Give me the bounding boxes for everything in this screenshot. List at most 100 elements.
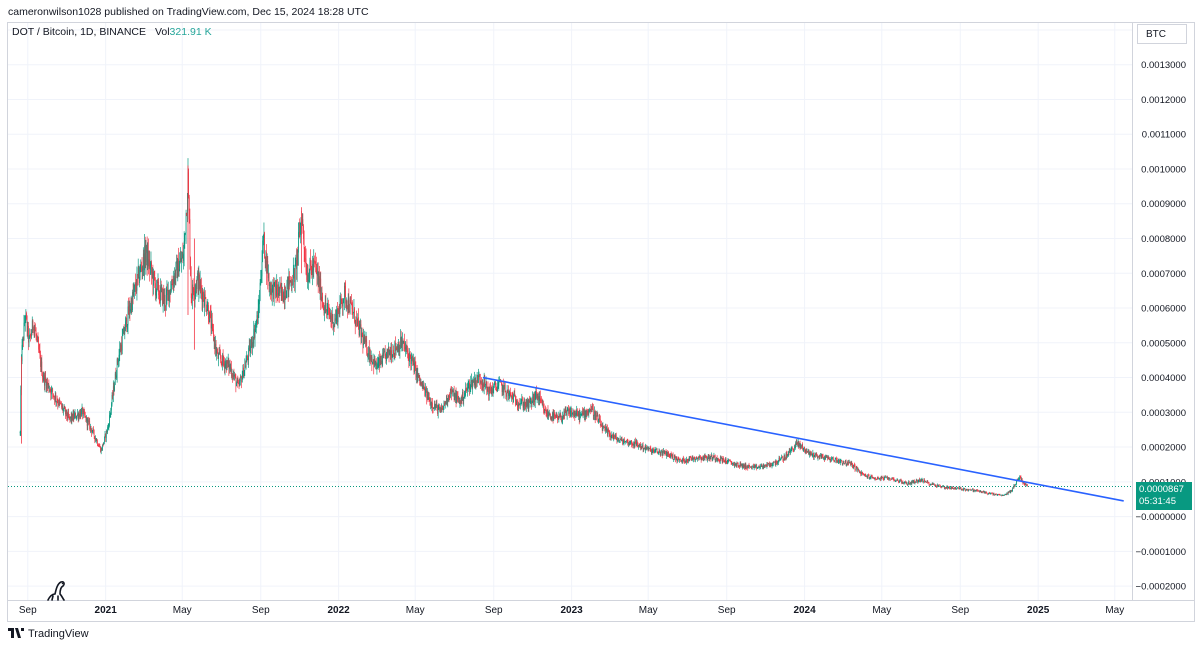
candle-body bbox=[1026, 484, 1028, 486]
candle-body bbox=[350, 299, 352, 304]
candle-body bbox=[216, 351, 218, 353]
candle-body bbox=[127, 325, 128, 329]
candle-body bbox=[695, 457, 697, 460]
candle-body bbox=[942, 486, 944, 487]
candle-body bbox=[420, 382, 422, 385]
candle-body bbox=[241, 377, 242, 383]
candle-body bbox=[146, 244, 147, 253]
candle-body bbox=[807, 451, 809, 453]
candle-body bbox=[541, 400, 542, 402]
candle-body bbox=[772, 461, 774, 465]
candle-body bbox=[924, 481, 926, 483]
candle-body bbox=[116, 359, 118, 376]
candle-body bbox=[169, 290, 171, 294]
candle-body bbox=[166, 289, 168, 296]
candle-body bbox=[67, 416, 68, 419]
candle-body bbox=[946, 486, 948, 489]
candle-body bbox=[959, 487, 961, 489]
candle-body bbox=[471, 380, 473, 388]
candle-body bbox=[307, 274, 309, 282]
candle-body bbox=[785, 458, 786, 460]
candle-body bbox=[647, 447, 648, 448]
candle-body bbox=[891, 479, 892, 480]
candle-body bbox=[464, 393, 466, 395]
currency-button[interactable]: BTC bbox=[1137, 24, 1187, 44]
candle-body bbox=[37, 337, 38, 338]
candle-body bbox=[220, 358, 222, 362]
candle-body bbox=[170, 290, 172, 294]
candle-body bbox=[324, 303, 326, 313]
candle-body bbox=[994, 494, 996, 496]
candle-body bbox=[263, 232, 265, 238]
candle-body bbox=[747, 466, 749, 469]
candle-body bbox=[439, 409, 441, 410]
candle-body bbox=[720, 456, 722, 459]
candle-body bbox=[310, 265, 312, 270]
candle-body bbox=[708, 455, 710, 460]
candle-body bbox=[812, 452, 814, 455]
candle-body bbox=[714, 456, 716, 460]
candle-body bbox=[770, 463, 772, 466]
candle-body bbox=[47, 382, 48, 385]
candle-body bbox=[147, 250, 149, 266]
candle-body bbox=[741, 463, 743, 468]
candle-body bbox=[536, 391, 537, 398]
candle-body bbox=[804, 447, 805, 450]
candle-body bbox=[949, 486, 950, 489]
candle-body bbox=[926, 482, 927, 484]
candle-body bbox=[754, 465, 756, 467]
price-tick-label: 0.0010000 bbox=[1141, 164, 1186, 175]
symbol-legend[interactable]: DOT / Bitcoin, 1D, BINANCE Vol321.91 K bbox=[12, 26, 212, 38]
candle-body bbox=[786, 453, 788, 457]
candle-body bbox=[249, 345, 251, 353]
candle-body bbox=[221, 361, 223, 366]
candle-body bbox=[977, 489, 978, 491]
candle-body bbox=[927, 481, 929, 483]
candle-body bbox=[26, 318, 28, 332]
candle-body bbox=[164, 294, 165, 302]
candle-body bbox=[491, 388, 493, 394]
candle-body bbox=[116, 375, 117, 378]
candle-body bbox=[401, 344, 403, 347]
candle-body bbox=[151, 272, 153, 274]
candle-body bbox=[697, 456, 699, 459]
candle-body bbox=[515, 401, 517, 405]
candle-body bbox=[181, 257, 182, 262]
candle-body bbox=[570, 410, 572, 412]
candle-body bbox=[402, 340, 403, 345]
candle-body bbox=[757, 467, 759, 468]
candle-body bbox=[622, 441, 624, 445]
candle-body bbox=[384, 351, 385, 353]
candle-body bbox=[772, 464, 774, 466]
candle-body bbox=[690, 457, 692, 459]
candle-body bbox=[639, 444, 641, 446]
candle-body bbox=[160, 286, 161, 301]
candle-body bbox=[809, 451, 811, 455]
candle-body bbox=[771, 465, 772, 466]
candle-body bbox=[663, 450, 665, 454]
candle-body bbox=[22, 338, 24, 345]
candle-body bbox=[691, 457, 693, 461]
candle-body bbox=[1026, 484, 1028, 487]
candle-body bbox=[813, 456, 815, 458]
candle-body bbox=[171, 283, 173, 285]
candle-body bbox=[591, 405, 593, 412]
candle-body bbox=[84, 415, 86, 417]
candle-body bbox=[321, 296, 322, 301]
footer[interactable]: TradingView bbox=[8, 627, 89, 641]
bar-countdown: 05:31:45 bbox=[1139, 496, 1176, 507]
candle-body bbox=[425, 389, 426, 396]
candle-body bbox=[388, 346, 389, 353]
candle-body bbox=[862, 473, 863, 475]
candle-body bbox=[228, 360, 230, 370]
candle-body bbox=[321, 296, 323, 301]
candle-body bbox=[1007, 491, 1009, 495]
candle-body bbox=[55, 395, 57, 402]
candle-body bbox=[204, 294, 205, 307]
candle-body bbox=[375, 360, 377, 369]
candle-body bbox=[850, 462, 852, 465]
candle-body bbox=[319, 276, 320, 292]
candle-body bbox=[476, 374, 478, 382]
candle-body bbox=[142, 253, 144, 267]
